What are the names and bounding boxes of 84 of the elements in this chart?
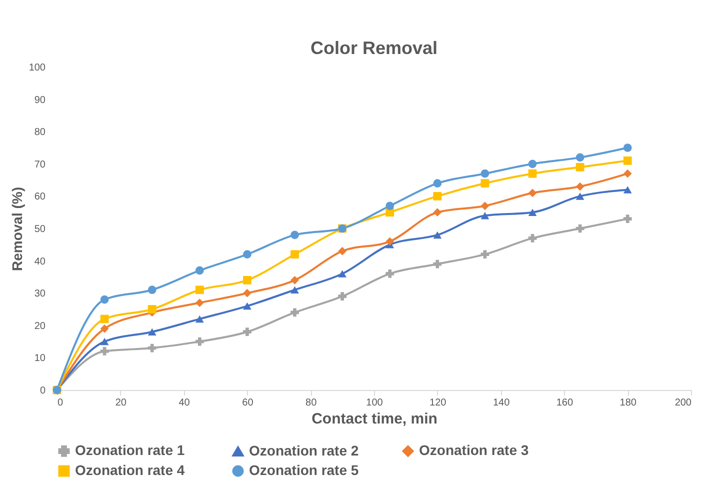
point [100,314,109,324]
point [100,324,109,333]
y-tick-label: 90 [34,94,46,106]
x-tick-label: 60 [242,398,254,408]
chart-title: Color Removal [310,38,438,58]
point [480,202,490,210]
y-tick-label: 20 [34,320,46,332]
legend-label: Ozonation rate 3 [419,442,529,458]
x-tick-label: 160 [556,398,574,408]
point [195,315,204,323]
point [433,192,442,200]
point [480,169,490,178]
legend-label: Ozonation rate 2 [249,442,359,458]
point [338,270,346,278]
point [576,153,584,162]
x-tick-label: 180 [620,398,637,408]
point [528,234,537,242]
point [528,160,537,168]
point [576,162,584,172]
point [243,328,252,336]
point [243,288,252,298]
point [480,250,490,259]
point [100,347,109,356]
point [433,208,442,217]
point [195,286,204,294]
x-tick-label: 120 [430,398,447,408]
point [480,212,490,220]
point [195,266,204,275]
y-tick-label: 40 [34,256,46,268]
y-tick-label: 10 [34,353,46,364]
point [433,179,442,188]
x-tick-label: 200 [674,398,692,408]
point [386,202,394,210]
y-tick-label: 0 [40,386,46,396]
point [148,305,156,314]
x-tick-label: 140 [492,398,510,408]
x-tick-label: 40 [178,398,190,408]
point [386,270,394,278]
point [148,344,156,352]
point [195,337,204,346]
point [623,156,632,165]
point [576,192,584,200]
point [148,328,156,336]
point [290,276,299,284]
point [100,295,109,304]
point [243,302,252,310]
legend-label: Ozonation rate 5 [249,462,359,478]
point [528,208,537,216]
x-axis-title: Contact time, min [312,410,438,428]
point [528,188,537,198]
y-tick-label: 80 [34,127,46,138]
y-tick-label: 30 [34,288,46,300]
point [623,214,632,223]
x-tick-label: 20 [115,398,127,408]
point [290,250,299,259]
point [290,308,299,317]
point [338,292,346,301]
point [433,231,442,239]
x-tick-label: 100 [366,398,384,408]
point [338,246,346,256]
point [195,298,204,307]
y-tick-label: 60 [34,192,46,203]
point [433,260,442,268]
legend-label: Ozonation rate 1 [75,442,185,458]
point [243,276,252,284]
point [480,179,490,188]
x-tick-label: 80 [306,398,318,408]
point [623,144,632,152]
y-tick-label: 70 [34,159,46,170]
point [528,169,537,178]
point [100,338,109,346]
point [243,250,252,259]
point [576,182,584,191]
point [386,237,394,246]
legend-label: Ozonation rate 4 [75,462,185,478]
y-tick-label: 100 [28,62,46,74]
point [290,286,299,294]
point [623,186,632,194]
point [290,230,299,240]
point [623,169,632,178]
y-tick-label: 50 [34,224,46,235]
point [148,286,156,294]
x-tick-label: 0 [58,398,64,408]
y-axis-title: Removal (%) [8,186,25,272]
